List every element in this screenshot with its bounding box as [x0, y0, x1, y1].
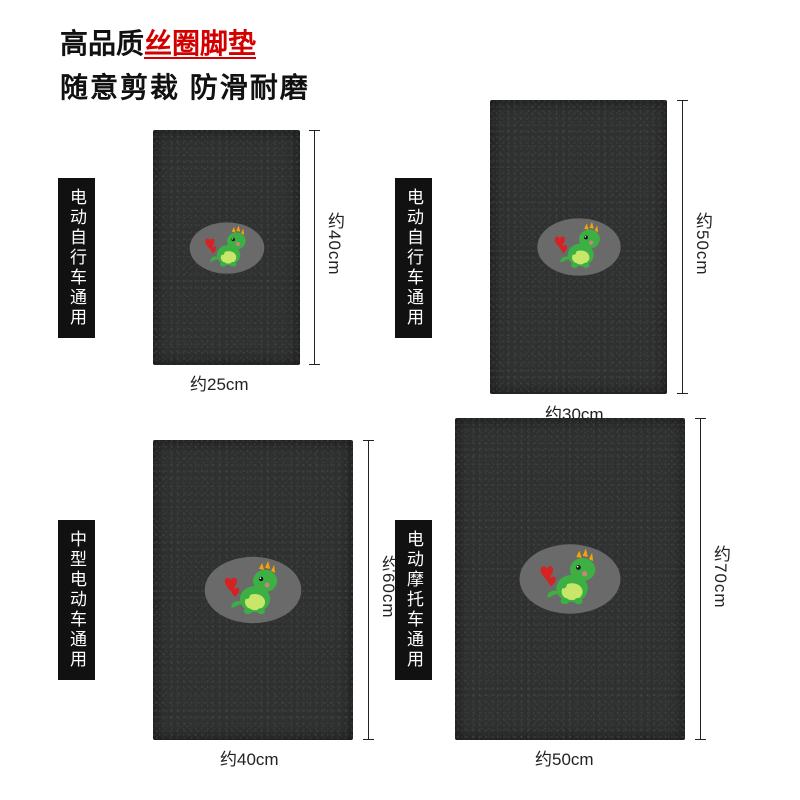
height-dimension-line — [700, 418, 701, 740]
title-line-2: 随意剪裁 防滑耐磨 — [60, 66, 310, 106]
dinosaur-badge-icon — [517, 542, 623, 616]
dinosaur-badge-icon — [535, 217, 622, 278]
mat-surface — [153, 440, 353, 740]
title-line-1: 高品质丝圈脚垫 — [60, 22, 310, 62]
dinosaur-badge-icon — [187, 220, 265, 274]
width-label: 约50cm — [535, 745, 594, 770]
height-dimension-line — [314, 130, 315, 365]
mat-surface — [455, 418, 685, 740]
mat-2 — [490, 100, 667, 394]
category-label: 电动自行车通用 — [58, 178, 95, 338]
mat-3 — [153, 440, 353, 740]
mat-surface — [490, 100, 667, 394]
height-label: 约50cm — [690, 212, 715, 276]
dinosaur-badge-icon — [202, 555, 303, 625]
width-label: 约40cm — [220, 745, 279, 770]
height-label: 约40cm — [322, 212, 347, 276]
title-prefix: 高品质 — [60, 28, 144, 59]
width-label: 约25cm — [190, 370, 249, 395]
width-label: 约30cm — [545, 400, 604, 425]
category-label: 电动摩托车通用 — [395, 520, 432, 680]
category-label: 中型电动车通用 — [58, 520, 95, 680]
height-label: 约70cm — [708, 545, 733, 609]
height-dimension-line — [368, 440, 369, 740]
mat-surface — [153, 130, 300, 365]
title-highlight: 丝圈脚垫 — [144, 28, 256, 59]
height-dimension-line — [682, 100, 683, 394]
mat-4 — [455, 418, 685, 740]
category-label: 电动自行车通用 — [395, 178, 432, 338]
header: 高品质丝圈脚垫 随意剪裁 防滑耐磨 — [60, 22, 310, 106]
mat-1 — [153, 130, 300, 365]
